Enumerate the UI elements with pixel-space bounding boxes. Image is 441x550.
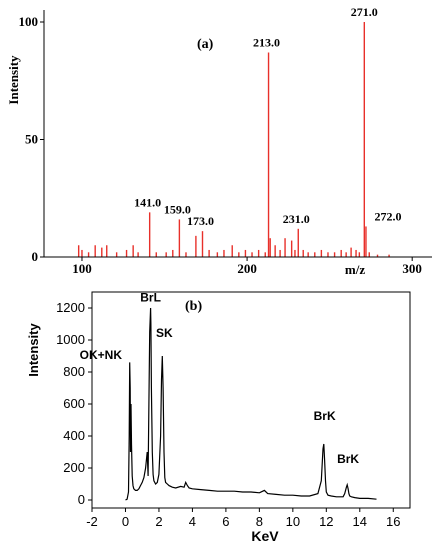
chart-b-annotation: OK+NK <box>80 348 123 362</box>
chart-b-y-tick-label: 400 <box>63 428 85 443</box>
chart-a-panel-label: (a) <box>197 37 214 52</box>
chart-a-peak-label: 272.0 <box>374 209 401 223</box>
chart-a-x-tick-label: 100 <box>72 261 92 276</box>
chart-b-y-tick-label: 1200 <box>56 300 85 315</box>
chart-a-x-tick-label: 200 <box>237 261 257 276</box>
chart-b-x-tick-label: 8 <box>256 514 263 529</box>
chart-a-peak-label: 159.0 <box>164 202 191 216</box>
chart-a-y-tick-label: 100 <box>19 14 39 29</box>
chart-b-panel-label: (b) <box>185 299 202 314</box>
chart-b-annotation: BrK <box>337 452 359 466</box>
chart-b-y-tick-label: 200 <box>63 460 85 475</box>
chart-b-y-tick-label: 0 <box>78 492 85 507</box>
chart-a-ylabel: Intensity <box>6 55 21 105</box>
chart-b-y-tick-label: 800 <box>63 364 85 379</box>
chart-a-peak-label: 213.0 <box>253 36 280 50</box>
chart-b-x-tick-label: 4 <box>189 514 196 529</box>
chart-a-x-tick-label: 300 <box>402 261 422 276</box>
chart-b-x-tick-label: -2 <box>86 514 98 529</box>
chart-b-x-tick-label: 16 <box>386 514 400 529</box>
chart-b-x-tick-label: 14 <box>353 514 367 529</box>
chart-a-xlabel: m/z <box>345 262 365 277</box>
chart-b-y-tick-label: 1000 <box>56 332 85 347</box>
chart-b-annotation: BrL <box>140 291 161 305</box>
chart-a-y-tick-label: 50 <box>25 132 38 147</box>
chart-b-annotation: BrK <box>314 409 336 423</box>
chart-b-ylabel: Intensity <box>26 323 41 377</box>
eds-spectrum-chart: Intensity (b) KeV -2 0 2 4 6 8 10 12 14 160200400… <box>26 291 411 544</box>
chart-a-peak-label: 271.0 <box>351 5 378 19</box>
chart-b-x-tick-label: 0 <box>122 514 129 529</box>
chart-a-peak-label: 231.0 <box>283 212 310 226</box>
chart-a-peak-label: 141.0 <box>134 195 161 209</box>
chart-b-x-tick-label: 12 <box>319 514 333 529</box>
chart-b-x-tick-label: 2 <box>155 514 162 529</box>
chart-b-series-line <box>125 307 377 501</box>
chart-b-plot-frame <box>91 291 411 509</box>
chart-b-y-tick-label: 600 <box>63 396 85 411</box>
chart-b-annotation: SK <box>156 326 173 340</box>
chart-a-peak-label: 173.0 <box>187 214 214 228</box>
chart-b-x-tick-label: 10 <box>286 514 300 529</box>
chart-b-xlabel: KeV <box>251 528 279 544</box>
chart-b-x-tick-label: 6 <box>222 514 229 529</box>
chart-a-y-tick-label: 0 <box>32 249 39 264</box>
